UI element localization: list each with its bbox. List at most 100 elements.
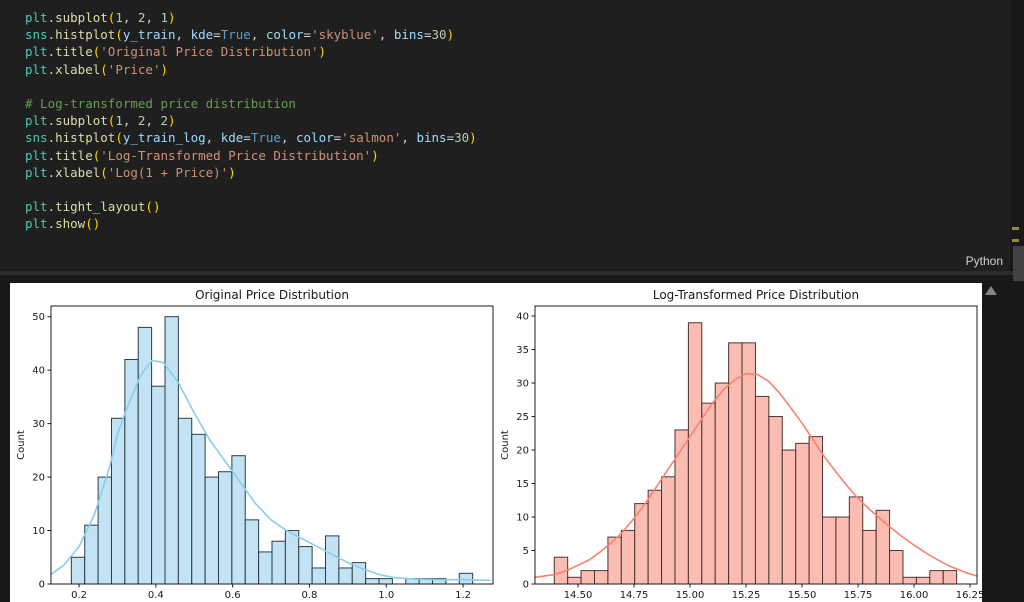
y-tick-label: 20 <box>32 473 45 484</box>
code-token: ( <box>115 27 123 43</box>
histogram-bar <box>594 570 609 585</box>
histogram-bar <box>365 578 380 585</box>
code-token: color <box>265 27 304 43</box>
left-histogram: 0.2 0.4 0.6 0.8 1.0 1.2 0 10 20 30 40 50 Original Pr… <box>16 288 494 601</box>
code-token: , <box>401 130 417 146</box>
histogram-bar <box>620 529 636 585</box>
code-token: plt <box>25 10 48 25</box>
code-token: ) <box>469 130 477 146</box>
histogram-bar <box>915 576 931 585</box>
code-token: . <box>47 61 56 77</box>
y-tick-label: 35 <box>516 345 529 356</box>
y-axis-label: Count <box>16 430 27 460</box>
code-token: 'skyblue' <box>311 27 379 43</box>
y-tick-label: 20 <box>516 446 529 457</box>
code-token: = <box>213 27 221 43</box>
x-tick-label: 1.2 <box>455 590 471 601</box>
y-tick-label: 50 <box>32 312 45 323</box>
y-tick-label: 40 <box>516 312 529 323</box>
code-line[interactable]: plt.tight_layout() <box>25 198 477 215</box>
axes-box <box>50 305 494 585</box>
code-line[interactable]: # Log-transformed price distribution <box>25 95 477 112</box>
cell-language-label[interactable]: Python <box>965 254 1003 268</box>
histogram-bar <box>244 519 260 585</box>
code-token: 1 <box>115 10 123 25</box>
code-token: ) <box>168 10 176 25</box>
code-token: 30 <box>454 130 470 146</box>
code-line[interactable]: plt.show() <box>25 215 477 232</box>
chart-title: Log-Transformed Price Distribution <box>653 288 859 302</box>
histogram-bar <box>164 316 179 585</box>
overview-ruler <box>1010 0 1024 602</box>
code-token: title <box>55 44 93 60</box>
code-token: # Log-transformed price distribution <box>25 95 296 111</box>
x-tick-label: 15.25 <box>732 590 761 601</box>
histogram-bar <box>848 496 864 585</box>
code-token: 'salmon' <box>341 130 402 146</box>
axes-box <box>534 305 978 585</box>
code-token: 'Log-Transformed Price Distribution' <box>100 147 372 163</box>
code-line[interactable] <box>25 78 477 95</box>
code-line[interactable]: plt.title('Original Price Distribution') <box>25 43 477 60</box>
scrollbar-thumb[interactable] <box>1013 246 1024 281</box>
code-line[interactable]: sns.histplot(y_train_log, kde=True, colo… <box>25 129 477 146</box>
code-line[interactable]: plt.title('Log-Transformed Price Distrib… <box>25 147 477 164</box>
code-token: ) <box>168 113 176 129</box>
x-tick-label: 14.50 <box>564 590 593 601</box>
code-token: ( <box>107 10 116 25</box>
code-token: ) <box>152 199 161 215</box>
code-line[interactable] <box>25 181 477 198</box>
histogram-bar <box>580 570 596 585</box>
code-token: 1 <box>160 10 169 25</box>
code-token: True <box>220 27 251 43</box>
histogram-bar <box>862 529 877 585</box>
histogram-bar <box>458 572 474 585</box>
code-token: 2 <box>137 113 146 129</box>
code-token: histplot <box>55 130 116 146</box>
code-line[interactable]: plt.xlabel('Price') <box>25 61 477 78</box>
histogram-bar <box>781 449 797 585</box>
code-token: histplot <box>55 27 116 43</box>
code-token: 2 <box>137 10 146 25</box>
code-token: ) <box>318 44 327 60</box>
code-cell[interactable]: plt.subplot(1, 2, 1) sns.histplot(y_train… <box>0 0 1010 271</box>
code-token: = <box>423 27 432 43</box>
histogram-bar <box>795 442 810 585</box>
histogram-bar <box>151 385 166 585</box>
code-token: plt <box>25 164 48 180</box>
right-histogram: 14.50 14.75 15.00 15.25 15.50 15.75 16.00 16.25… <box>500 288 984 601</box>
scroll-up-icon[interactable] <box>985 286 997 295</box>
histogram-bar <box>929 570 944 585</box>
histogram-bar <box>217 471 233 585</box>
code-token: = <box>446 130 455 146</box>
code-line[interactable]: plt.subplot(1, 2, 1) <box>25 9 477 26</box>
histogram-bar <box>97 476 112 585</box>
histogram-bar <box>835 516 850 585</box>
histogram-bar <box>768 416 783 585</box>
histogram-bar <box>137 326 153 585</box>
code-line[interactable]: plt.subplot(1, 2, 2) <box>25 112 477 129</box>
code-line[interactable]: plt.xlabel('Log(1 + Price)') <box>25 164 477 181</box>
kde-curve <box>534 372 978 579</box>
x-tick-label: 15.50 <box>788 590 817 601</box>
x-tick-label: 0.6 <box>225 590 241 601</box>
histogram-bar <box>110 417 126 585</box>
code-token: plt <box>25 199 48 215</box>
code-line[interactable]: sns.histplot(y_train, kde=True, color='s… <box>25 26 477 43</box>
code-token: . <box>47 113 56 129</box>
code-token: ) <box>446 27 455 43</box>
x-tick-label: 16.25 <box>956 590 982 601</box>
code-editor[interactable]: plt.subplot(1, 2, 1) sns.histplot(y_train… <box>25 9 477 232</box>
code-token: color <box>296 130 334 146</box>
y-tick-label: 0 <box>39 580 45 591</box>
histogram-bar <box>191 433 206 585</box>
code-token: ( <box>85 216 93 232</box>
x-tick-label: 0.4 <box>148 590 164 601</box>
histogram-bar <box>567 576 582 585</box>
histogram-bar <box>661 476 676 585</box>
histogram-bar <box>754 395 770 585</box>
code-token: y_train_log <box>122 130 206 146</box>
x-tick-label: 16.00 <box>900 590 929 601</box>
histogram-bar <box>231 455 246 585</box>
